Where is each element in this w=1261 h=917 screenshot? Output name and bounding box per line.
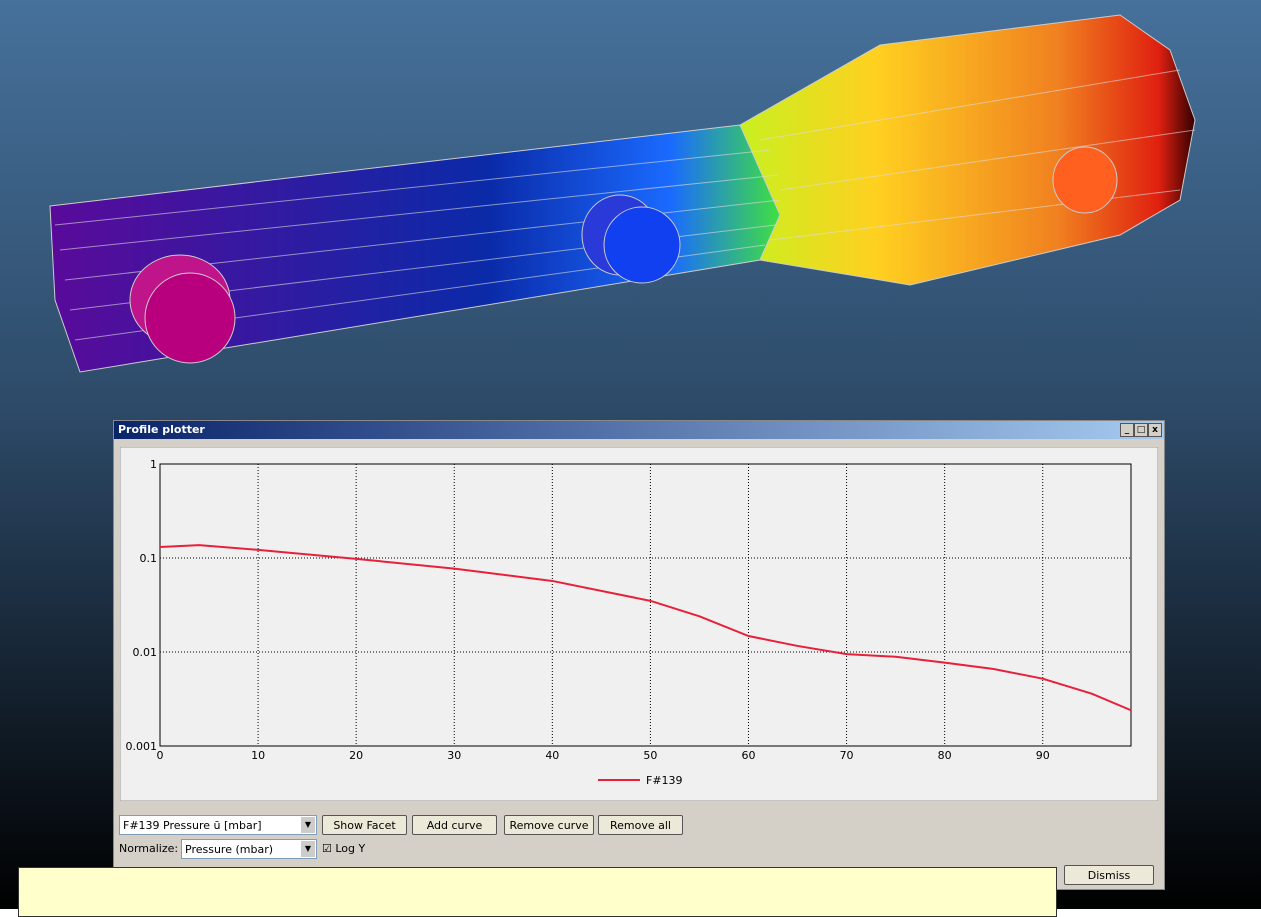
port — [604, 207, 680, 283]
title-bar: Profile plotter _□x — [114, 421, 1164, 439]
maximize[interactable]: □ — [1134, 423, 1148, 437]
window-title: Profile plotter — [118, 423, 205, 436]
select-text: F#139 Pressure ū [mbar] — [123, 819, 262, 832]
x-tick-label: 60 — [741, 749, 755, 762]
x-tick-label: 70 — [840, 749, 854, 762]
x-tick-label: 30 — [447, 749, 461, 762]
checkbox-label: Log Y — [335, 842, 365, 855]
x-tick-label: 20 — [349, 749, 363, 762]
y-tick-label: 0.001 — [126, 740, 158, 753]
normalize-label: Normalize: — [119, 839, 178, 859]
remove-all-button[interactable]: Remove all — [598, 815, 683, 835]
close[interactable]: x — [1148, 423, 1162, 437]
y-tick-label: 0.01 — [133, 646, 158, 659]
plot-area — [160, 464, 1131, 746]
x-tick-label: 40 — [545, 749, 559, 762]
x-tick-label: 0 — [157, 749, 164, 762]
geometry — [0, 0, 1261, 420]
profile-select[interactable]: F#139 Pressure ū [mbar] ▼ — [119, 815, 317, 835]
port — [1053, 147, 1117, 213]
show-facet-button[interactable]: Show Facet — [322, 815, 407, 835]
note-box — [18, 867, 1057, 917]
page: Profile plotter _□x 0.0010.010.110102030… — [0, 0, 1261, 909]
normalize-select[interactable]: Pressure (mbar) ▼ — [181, 839, 317, 859]
cone — [740, 15, 1195, 285]
remove-curve-button[interactable]: Remove curve — [504, 815, 594, 835]
dropdown-arrow[interactable]: ▼ — [301, 817, 315, 833]
y-tick-label: 0.1 — [140, 552, 158, 565]
dismiss-button[interactable]: Dismiss — [1064, 865, 1154, 885]
minimize[interactable]: _ — [1120, 423, 1134, 437]
x-tick-label: 80 — [938, 749, 952, 762]
x-tick-label: 50 — [643, 749, 657, 762]
y-tick-label: 1 — [150, 458, 157, 471]
select-text: Pressure (mbar) — [185, 843, 273, 856]
x-tick-label: 90 — [1036, 749, 1050, 762]
dropdown-arrow[interactable]: ▼ — [301, 841, 315, 857]
legend-label: F#139 — [646, 774, 683, 787]
x-tick-label: 10 — [251, 749, 265, 762]
port — [145, 273, 235, 363]
add-curve-button[interactable]: Add curve — [412, 815, 497, 835]
log-y-checkbox[interactable]: ☑ Log Y — [322, 839, 365, 859]
